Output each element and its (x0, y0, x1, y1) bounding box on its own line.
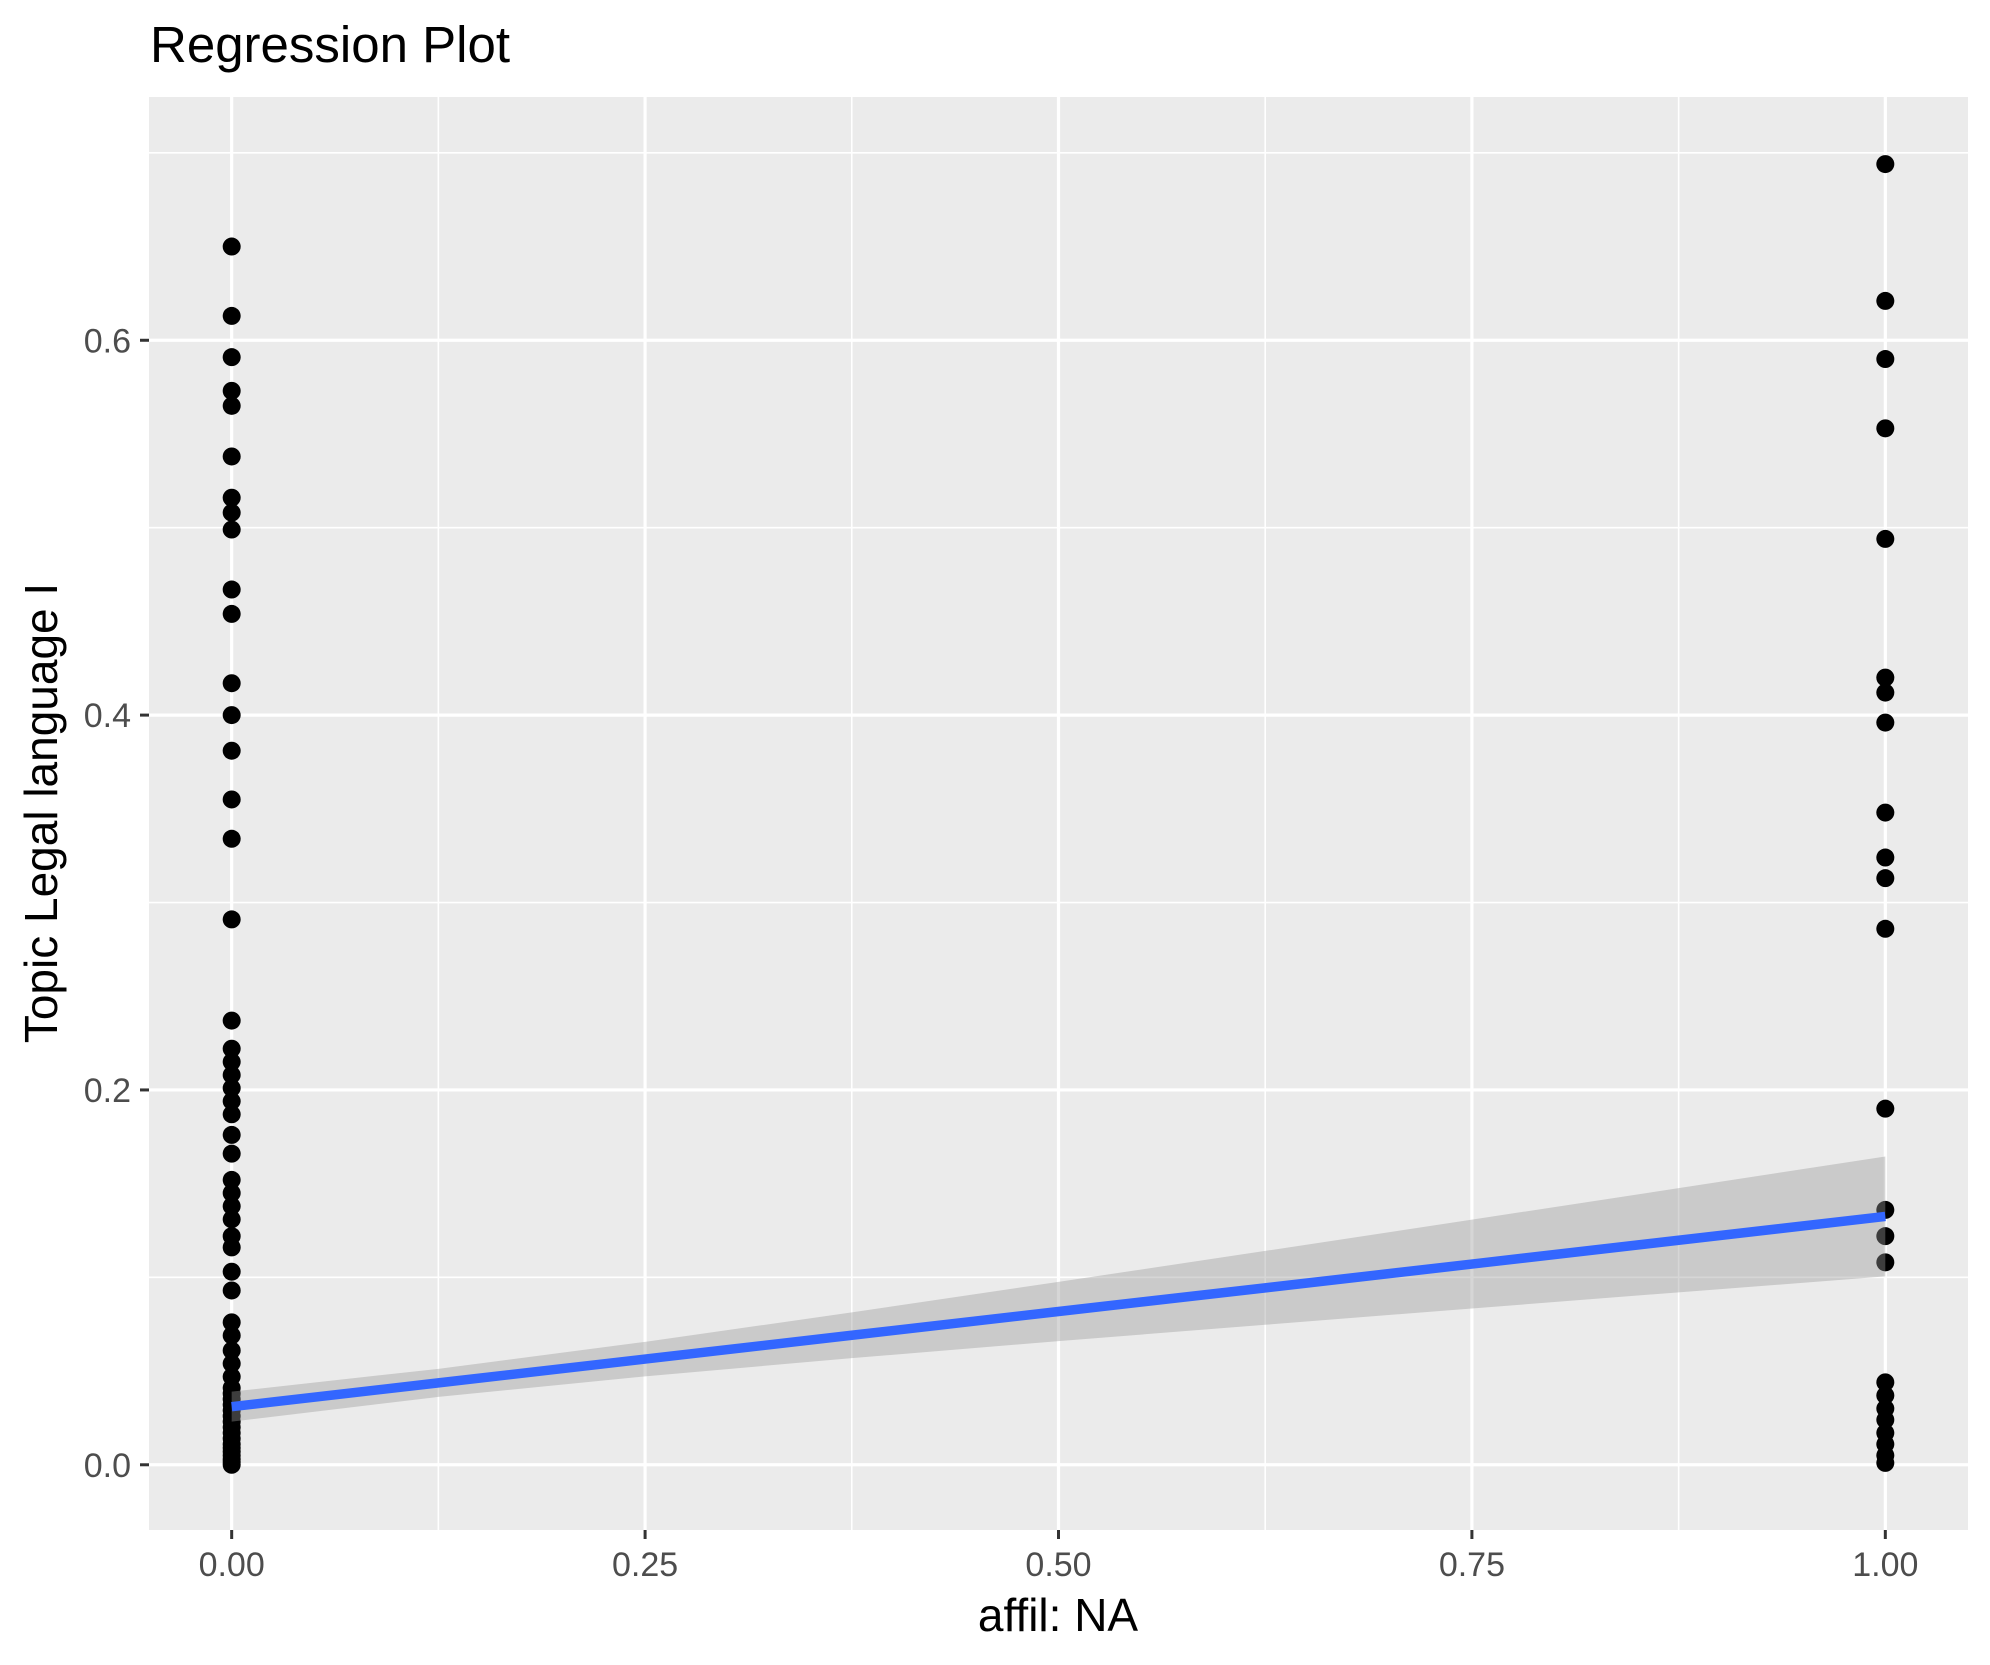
data-point (222, 348, 241, 367)
y-tick-label: 0.4 (84, 697, 131, 735)
data-point (222, 1341, 241, 1360)
y-tick-label: 0.2 (84, 1072, 131, 1110)
x-tick-label: 1.00 (1852, 1546, 1918, 1584)
data-point (1876, 1410, 1895, 1429)
data-point (1876, 419, 1895, 438)
data-point (222, 1125, 241, 1144)
data-point (222, 1210, 241, 1229)
data-point (222, 1105, 241, 1124)
data-point (1876, 848, 1895, 867)
plot-title: Regression Plot (150, 16, 511, 73)
data-point (1876, 869, 1895, 888)
x-axis-title: affil: NA (977, 1589, 1139, 1641)
data-point (222, 910, 241, 929)
data-point (222, 1197, 241, 1216)
x-tick-label: 0.50 (1025, 1546, 1091, 1584)
data-point (222, 1092, 241, 1111)
data-point (222, 790, 241, 809)
data-point (222, 1170, 241, 1189)
data-point (1876, 350, 1895, 369)
data-point (222, 829, 241, 848)
data-point (222, 381, 241, 400)
data-point (222, 1313, 241, 1332)
data-point (222, 674, 241, 693)
data-point (222, 1281, 241, 1300)
data-point (1876, 1373, 1895, 1392)
data-point (222, 1326, 241, 1345)
data-point (222, 237, 241, 256)
data-point (222, 1039, 241, 1058)
x-tick-label: 0.00 (199, 1546, 265, 1584)
data-point (222, 1262, 241, 1281)
data-point (222, 306, 241, 325)
x-tick-label: 0.75 (1439, 1546, 1505, 1584)
x-tick-label: 0.25 (612, 1546, 678, 1584)
data-point (1876, 155, 1895, 174)
data-point (222, 604, 241, 623)
data-point (1876, 919, 1895, 938)
data-point (1876, 529, 1895, 548)
data-point (1876, 803, 1895, 822)
data-point (222, 396, 241, 415)
regression-line (231, 1211, 1886, 1412)
data-point (1876, 1386, 1895, 1405)
data-point (222, 1354, 241, 1373)
data-point (1876, 1227, 1895, 1246)
data-point (222, 1455, 241, 1474)
data-point (222, 1238, 241, 1257)
y-tick-label: 0.6 (84, 322, 131, 360)
data-point (222, 503, 241, 522)
data-point (222, 1079, 241, 1098)
y-tick-label: 0.0 (84, 1447, 131, 1485)
data-point (222, 1144, 241, 1163)
data-point (1876, 1253, 1895, 1272)
data-point (222, 580, 241, 599)
data-point (222, 1011, 241, 1030)
data-point (222, 741, 241, 760)
data-point (222, 447, 241, 466)
data-point (1876, 291, 1895, 310)
data-point (1876, 713, 1895, 732)
data-point (222, 706, 241, 725)
data-point (1876, 683, 1895, 702)
data-point (222, 1065, 241, 1084)
data-point (1876, 1099, 1895, 1118)
data-point (1876, 668, 1895, 687)
y-axis-title: Topic Legal language I (15, 582, 67, 1044)
data-point (222, 1052, 241, 1071)
data-point (222, 1184, 241, 1203)
data-point (222, 520, 241, 539)
data-point (1876, 1453, 1895, 1472)
data-point (222, 488, 241, 507)
